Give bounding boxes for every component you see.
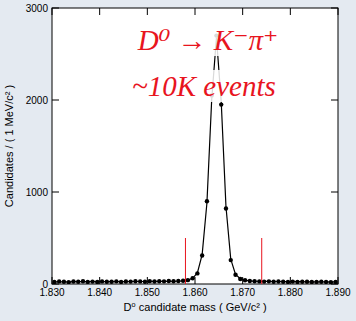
x-tick-label: 1.880 xyxy=(278,287,303,298)
x-tick xyxy=(99,277,100,284)
annotations: D⁰ → K⁻π⁺ ~10K events xyxy=(130,24,280,102)
y-tick-label: 2000 xyxy=(26,95,49,106)
x-tick xyxy=(99,8,100,15)
plot-area xyxy=(52,8,338,284)
cut-line xyxy=(261,238,262,284)
x-tick-label: 1.890 xyxy=(325,287,350,298)
cut-line xyxy=(185,238,186,284)
x-tick-label: 1.840 xyxy=(87,287,112,298)
y-tick-label: 1000 xyxy=(26,187,49,198)
y-tick xyxy=(52,100,59,101)
y-tick xyxy=(331,192,338,193)
annotation: ~10K events xyxy=(132,70,276,102)
x-tick-label: 1.850 xyxy=(135,287,160,298)
axes: 1.8301.8401.8501.8601.8701.8801.89001000… xyxy=(26,3,351,299)
y-tick-label: 3000 xyxy=(26,3,49,14)
x-axis-title: D⁰ candidate mass ( GeV/c² ) xyxy=(123,301,266,313)
y-tick-label: 0 xyxy=(42,279,48,290)
y-axis-title: Candidates / ( 1 MeV/c² ) xyxy=(3,85,15,207)
annotation-patch xyxy=(130,70,278,102)
fit-line xyxy=(54,37,335,281)
x-tick xyxy=(290,277,291,284)
annotation-patch xyxy=(135,24,281,56)
chart: 1.8301.8401.8501.8601.8701.8801.89001000… xyxy=(0,0,356,321)
data-group xyxy=(52,33,338,284)
y-tick xyxy=(331,100,338,101)
plot-frame xyxy=(52,8,338,284)
x-tick xyxy=(147,8,148,15)
y-tick xyxy=(52,192,59,193)
x-tick-label: 1.860 xyxy=(182,287,207,298)
annotation: D⁰ → K⁻π⁺ xyxy=(137,24,279,56)
x-tick-label: 1.870 xyxy=(230,287,255,298)
x-tick xyxy=(242,8,243,15)
x-tick xyxy=(290,8,291,15)
x-tick xyxy=(195,8,196,15)
